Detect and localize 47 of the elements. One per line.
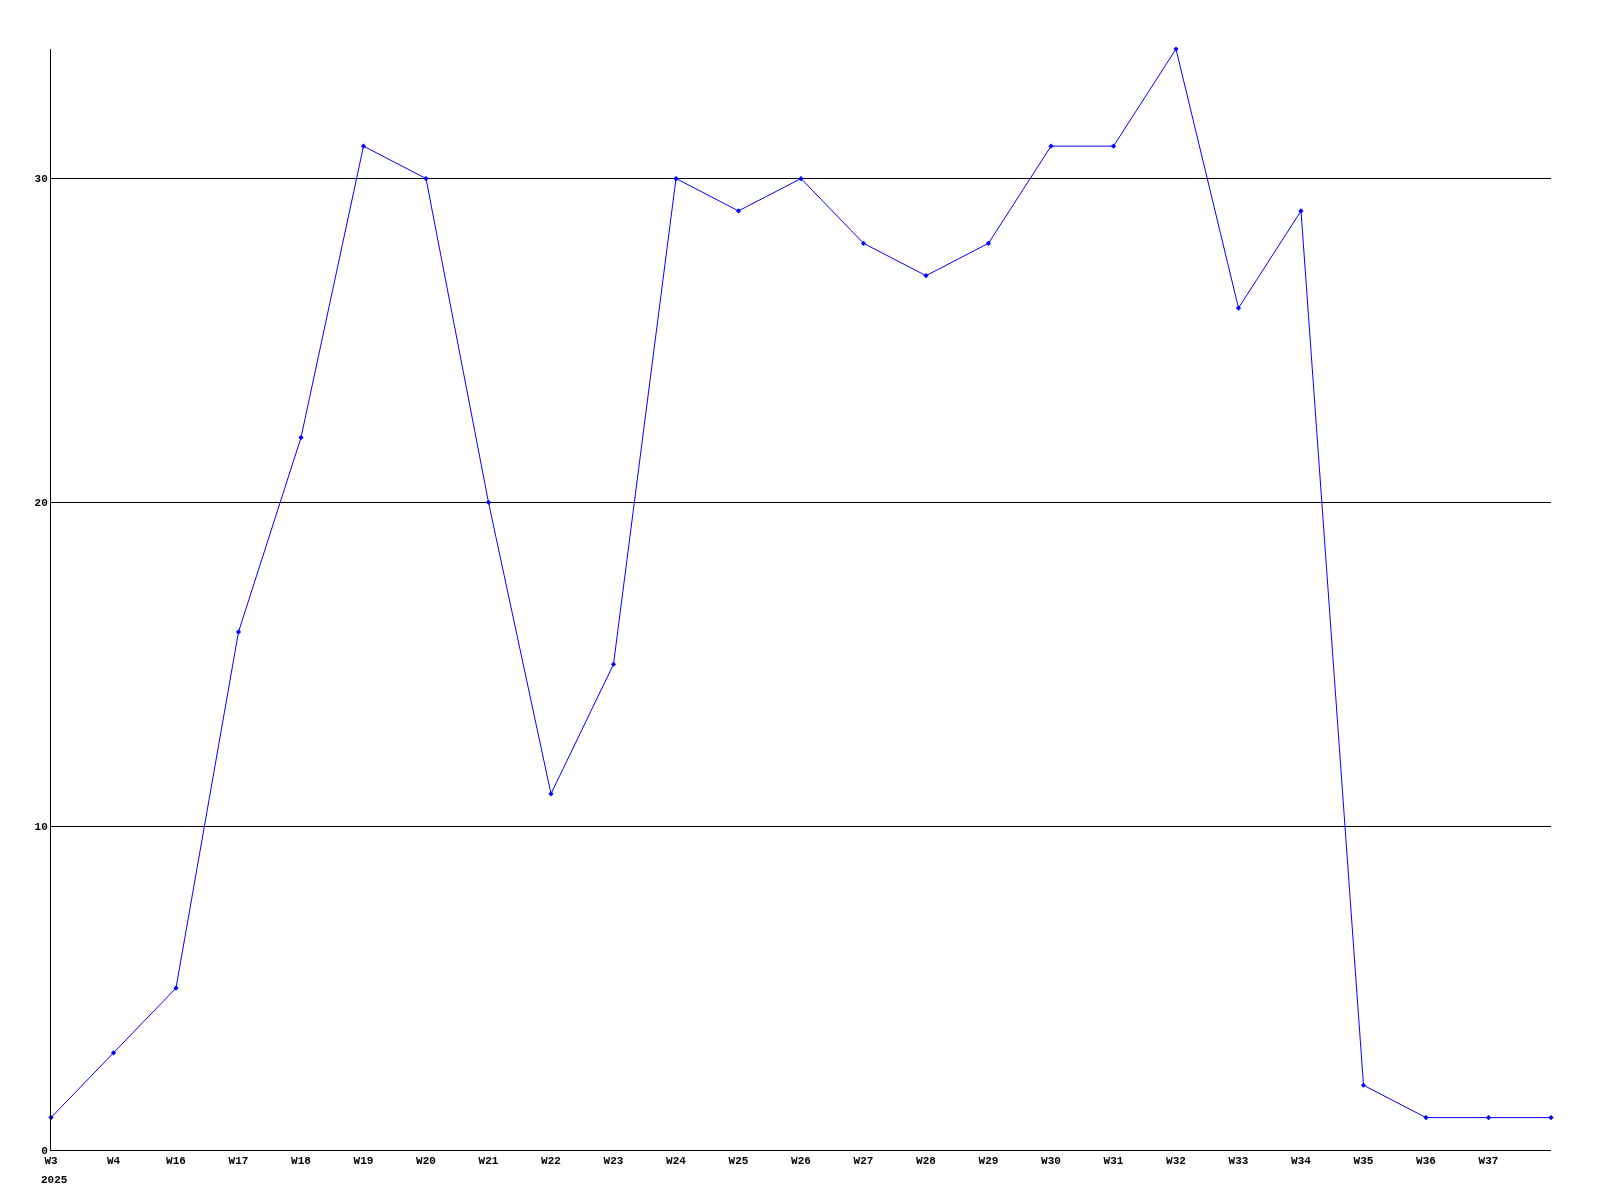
- point: [673, 175, 679, 182]
- point: [298, 434, 304, 441]
- x-tick-label: W29: [978, 1155, 999, 1168]
- x-tick-label: W25: [728, 1155, 749, 1168]
- x-tick-label: W19: [353, 1155, 374, 1168]
- point: [485, 499, 492, 505]
- x-tick-label: W4: [106, 1155, 121, 1168]
- point: [1485, 1115, 1492, 1121]
- x-tick-label: W3: [44, 1155, 58, 1168]
- x-tick-label: W31: [1103, 1155, 1124, 1168]
- x-tick-label: W36: [1416, 1155, 1436, 1168]
- x-tick-label: W22: [541, 1155, 561, 1168]
- x-tick-label: W35: [1353, 1155, 1374, 1168]
- point: [985, 240, 992, 246]
- y-tick-label: 30: [34, 173, 48, 186]
- x-tick-label: W28: [916, 1155, 937, 1168]
- point: [423, 175, 429, 182]
- point: [235, 629, 242, 635]
- point: [610, 661, 617, 667]
- x-tick-label: W32: [1166, 1155, 1186, 1168]
- x-tick-label: W24: [666, 1155, 687, 1168]
- x-tick-label: W37: [1478, 1155, 1499, 1168]
- point: [1548, 1115, 1554, 1121]
- y-tick-label: 0: [41, 1144, 48, 1157]
- text: 2025: [41, 1174, 68, 1186]
- x-tick-label: W30: [1041, 1155, 1061, 1168]
- y-tick-label: 10: [34, 821, 48, 834]
- x-tick-label: W20: [416, 1155, 436, 1168]
- point: [1423, 1115, 1429, 1121]
- point: [1235, 305, 1242, 311]
- x-tick-label: W18: [291, 1155, 312, 1168]
- x-tick-label: W27: [853, 1155, 874, 1168]
- x-tick-label: W23: [603, 1155, 624, 1168]
- point: [110, 1050, 117, 1056]
- y-tick-label: 20: [34, 497, 48, 510]
- point: [798, 175, 804, 182]
- point: [1110, 143, 1117, 149]
- point: [1360, 1082, 1367, 1088]
- point: [860, 240, 867, 246]
- x-tick-label: W16: [166, 1155, 186, 1168]
- point: [360, 143, 367, 149]
- point: [735, 208, 742, 214]
- x-tick-label: W34: [1291, 1155, 1312, 1168]
- x-tick-label: W26: [791, 1155, 811, 1168]
- x-tick-label: W33: [1228, 1155, 1249, 1168]
- x-tick-label: W17: [228, 1155, 249, 1168]
- x-tick-label: W21: [478, 1155, 499, 1168]
